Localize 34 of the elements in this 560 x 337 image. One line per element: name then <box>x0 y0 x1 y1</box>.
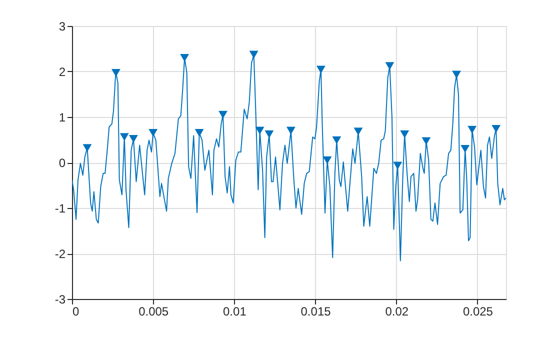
x-tick-label: 0.025 <box>462 304 494 318</box>
point <box>400 130 410 138</box>
point <box>120 133 129 141</box>
point <box>264 130 274 138</box>
y-tick-label: 2 <box>58 65 66 79</box>
point <box>422 137 431 145</box>
y-tick-label: -1 <box>54 202 66 216</box>
point <box>194 129 204 137</box>
point <box>249 50 258 59</box>
point <box>82 144 92 152</box>
y-tick-label: 3 <box>58 20 66 34</box>
point <box>385 62 394 70</box>
point <box>332 136 342 144</box>
point <box>180 54 190 62</box>
point <box>148 129 158 137</box>
point <box>111 68 120 77</box>
point <box>492 124 501 133</box>
y-tick-label: 0 <box>58 156 66 170</box>
point <box>255 126 264 135</box>
y-tick-label: 1 <box>58 110 66 124</box>
point <box>322 156 332 164</box>
x-tick-label: 0.015 <box>300 304 332 318</box>
point <box>468 126 477 134</box>
y-tick-label: -2 <box>54 247 66 261</box>
x-tick-label: 0.02 <box>385 304 409 318</box>
x-tick-label: 0.005 <box>138 304 169 318</box>
point <box>354 128 363 136</box>
point <box>460 144 470 153</box>
point <box>218 110 228 119</box>
x-tick-label: 0.01 <box>223 304 247 318</box>
point <box>128 134 138 143</box>
y-tick-label: -3 <box>54 292 66 306</box>
x-tick-label: 0 <box>72 304 80 318</box>
point <box>393 162 402 170</box>
